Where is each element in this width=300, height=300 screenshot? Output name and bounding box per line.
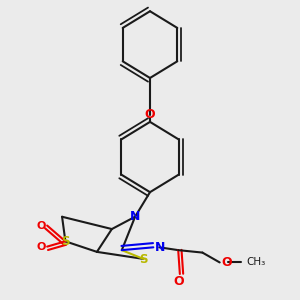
Text: N: N [130,210,140,223]
Text: N: N [155,241,165,254]
Text: O: O [37,220,46,230]
Text: O: O [145,108,155,122]
Text: S: S [61,235,70,248]
Text: O: O [173,274,184,287]
Text: S: S [139,254,148,266]
Text: O: O [37,242,46,252]
Text: CH₃: CH₃ [246,257,266,267]
Text: O: O [222,256,232,269]
